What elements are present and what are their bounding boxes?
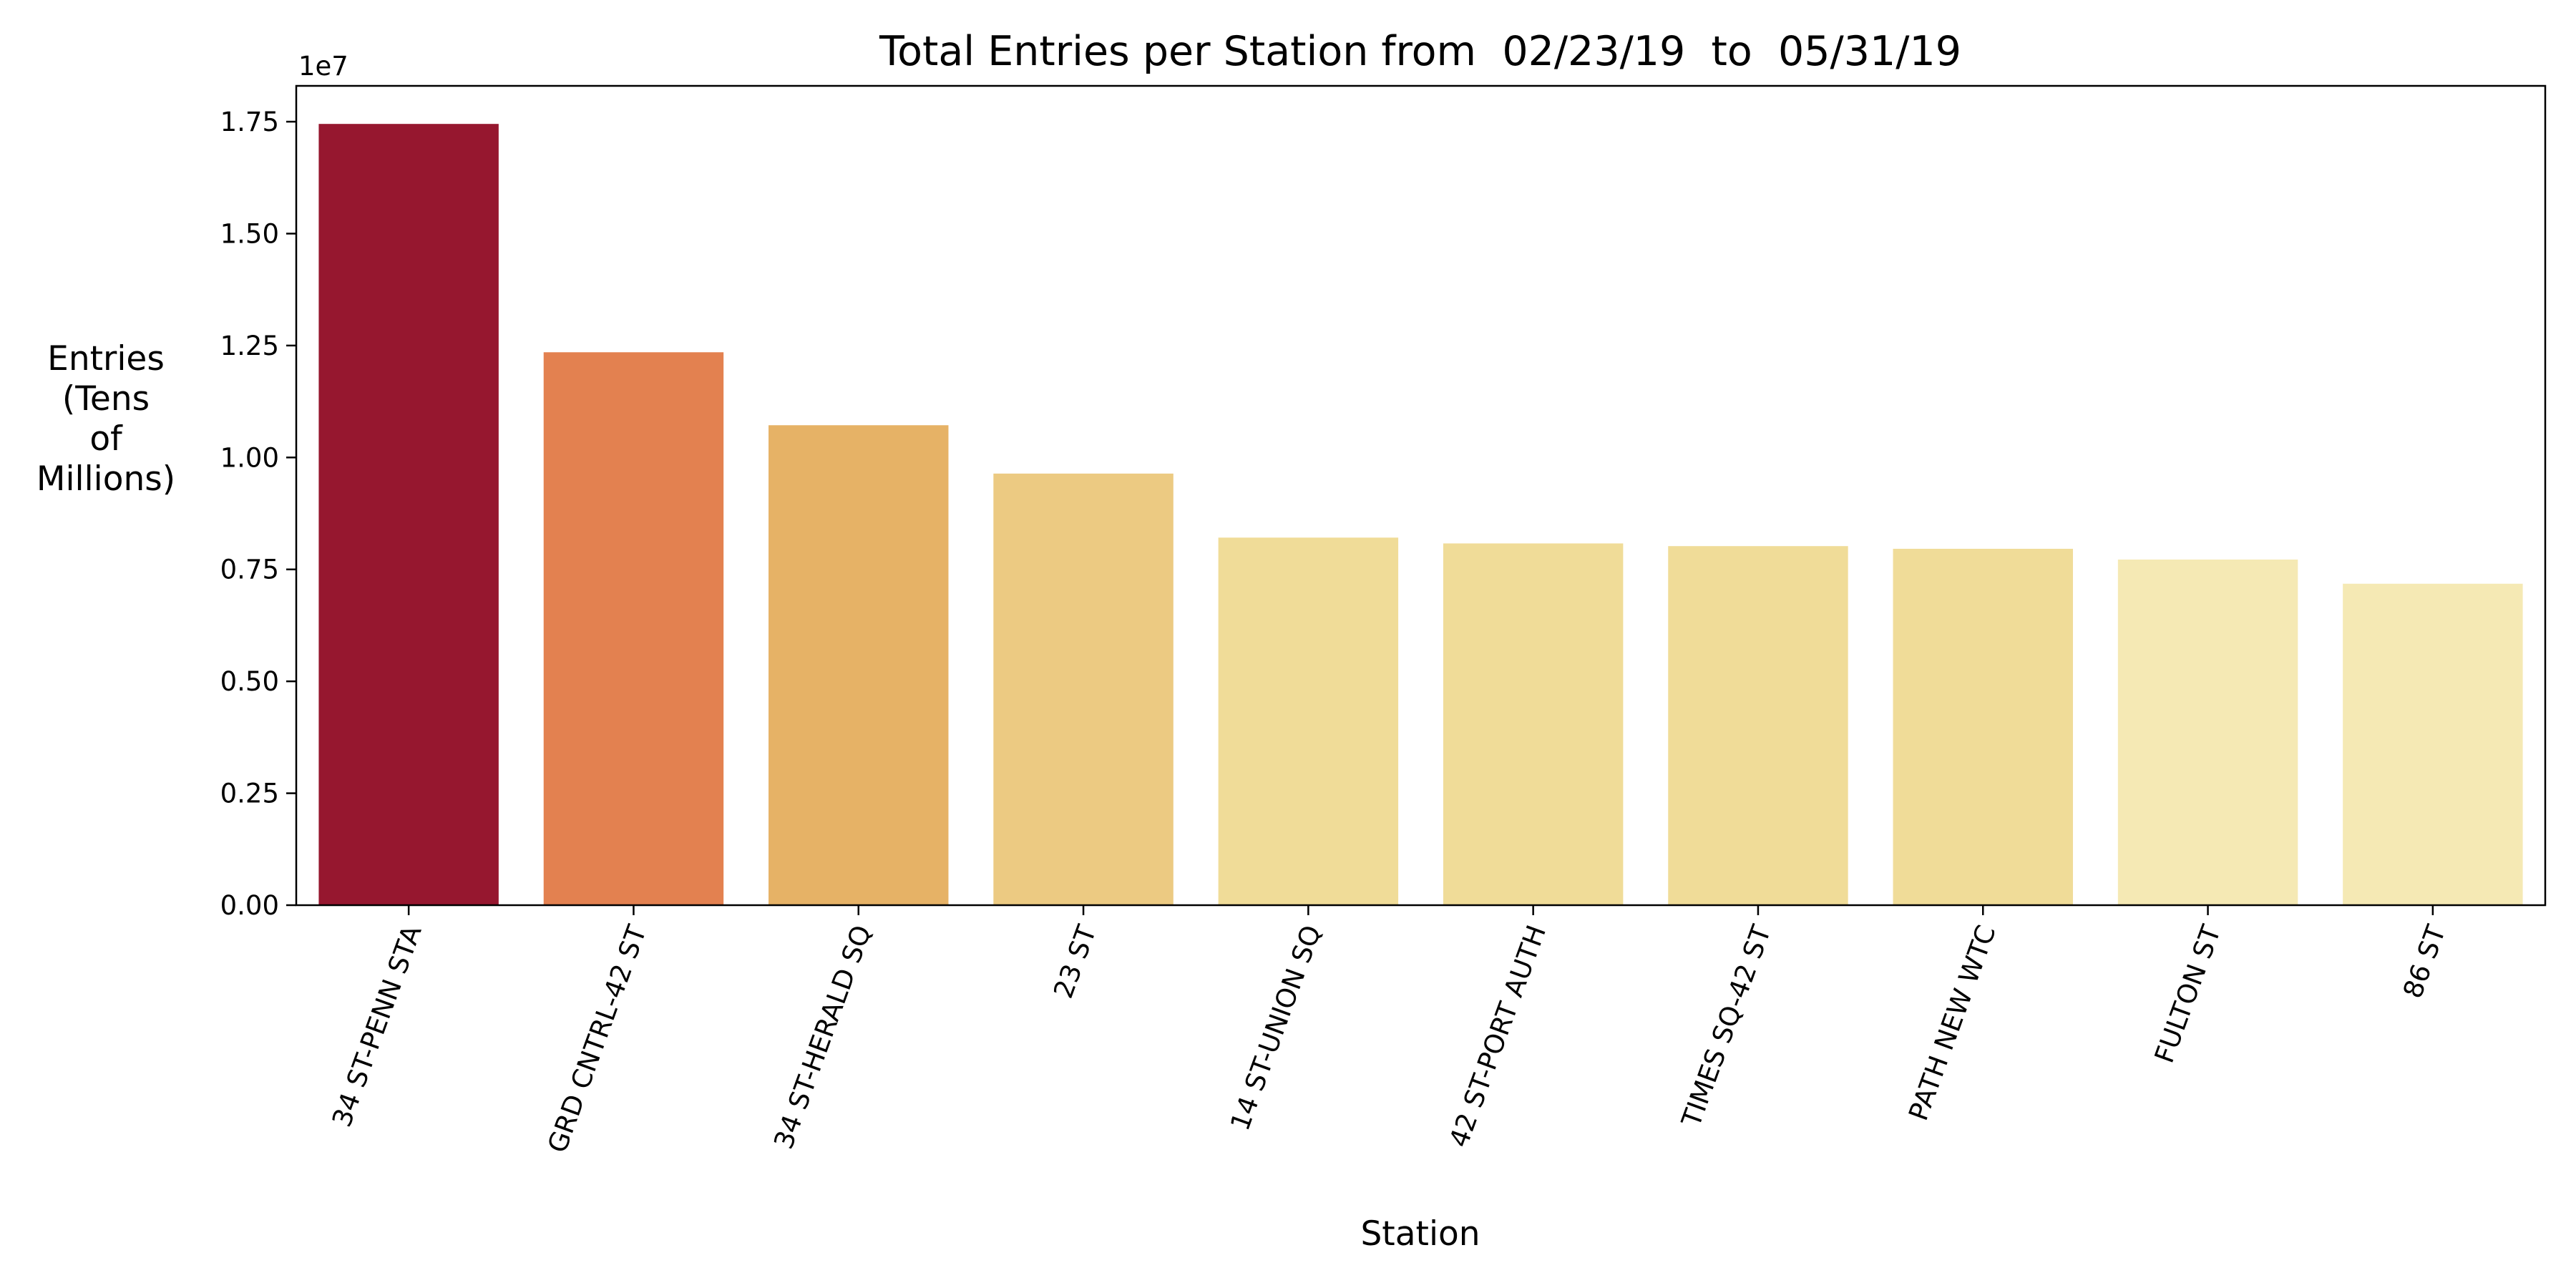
bar [769,425,949,905]
x-tick-label: 34 ST-HERALD SQ [768,921,877,1153]
bar [318,124,499,905]
y-offset-label: 1e7 [298,51,348,82]
y-tick-label: 1.75 [220,107,279,137]
y-tick-label: 0.25 [220,779,279,809]
x-tick-label: 34 ST-PENN STA [326,921,428,1131]
y-axis-label-line: (Tens [62,379,150,419]
y-tick-label: 0.50 [220,666,279,697]
y-tick-label: 1.25 [220,331,279,361]
axes-frame [295,84,2547,907]
y-axis-label-line: Millions) [36,459,175,499]
y-axis-label-line: of [89,419,123,459]
y-tick-label: 1.50 [220,218,279,249]
x-tick-label: TIMES SQ-42 ST [1675,921,1777,1131]
bar [1668,546,1848,905]
bar [2343,583,2523,905]
x-axis-label: Station [1360,1214,1480,1254]
x-tick-label: 42 ST-PORT AUTH [1443,921,1552,1151]
x-tick-label: FULTON ST [2149,921,2227,1067]
x-tick-label: PATH NEW WTC [1903,921,2002,1124]
y-axis-label-line: Entries [47,339,165,379]
bar [1443,543,1624,905]
y-tick-label: 0.00 [220,890,279,921]
y-tick-label: 1.00 [220,442,279,473]
bar [1893,548,2073,905]
x-tick-label: 14 ST-UNION SQ [1224,921,1327,1134]
bar [2117,559,2298,905]
x-tick-label: GRD CNTRL-42 ST [542,921,653,1157]
y-tick-label: 0.75 [220,555,279,585]
x-tick-label: 23 ST [1048,921,1102,1002]
plot-area: 0.00 0.25 0.50 0.75 1.00 1.25 1.50 1.75 34 ST-PE… [220,84,2547,1157]
x-tick-label: 86 ST [2397,921,2451,1002]
chart-title: Total Entries per Station from 02/23/19 … [879,28,1961,75]
bar [1218,537,1399,905]
bar [993,473,1174,905]
bar [543,352,724,905]
